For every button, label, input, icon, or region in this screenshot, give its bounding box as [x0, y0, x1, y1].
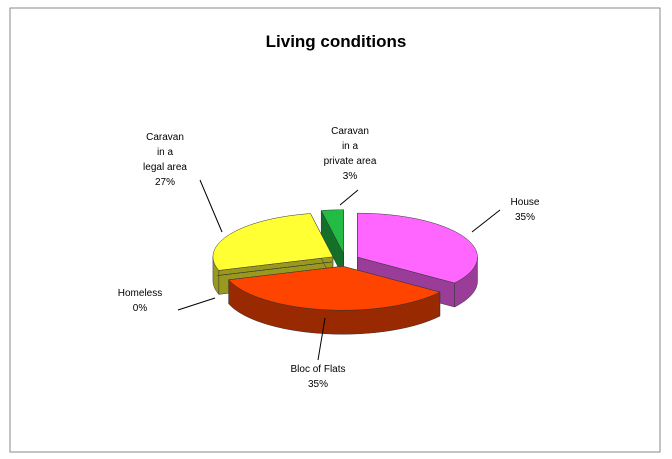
category-label: House: [510, 197, 540, 208]
category-label: Bloc of Flats: [290, 364, 346, 375]
category-label: Caravan in a legal area: [143, 132, 187, 173]
value-label: 35%: [514, 212, 535, 223]
slice-label: Caravan in a legal area 27%: [120, 130, 210, 190]
slice-label: House 35%: [480, 195, 570, 225]
leader-line: [471, 209, 501, 233]
slice-top: [212, 213, 334, 271]
slice-top: [357, 212, 478, 284]
slice-label: Homeless 0%: [95, 286, 185, 316]
slice-label: Bloc of Flats 35%: [273, 362, 363, 392]
leader-line: [339, 189, 359, 206]
chart-title: Living conditions: [265, 32, 407, 51]
value-label: 35%: [307, 379, 328, 390]
slice-label: Caravan in a private area 3%: [305, 124, 395, 184]
slice-top: [228, 265, 441, 311]
pie-slice: [228, 265, 441, 335]
category-label: Caravan in a private area: [323, 126, 377, 167]
leader-line: [317, 317, 326, 361]
slice-top: [320, 209, 344, 254]
category-label: Homeless: [117, 288, 163, 299]
value-label: 3%: [342, 171, 358, 182]
leader-line: [177, 297, 216, 311]
value-label: 27%: [154, 177, 175, 188]
value-label: 0%: [132, 303, 148, 314]
leader-line: [199, 179, 223, 233]
